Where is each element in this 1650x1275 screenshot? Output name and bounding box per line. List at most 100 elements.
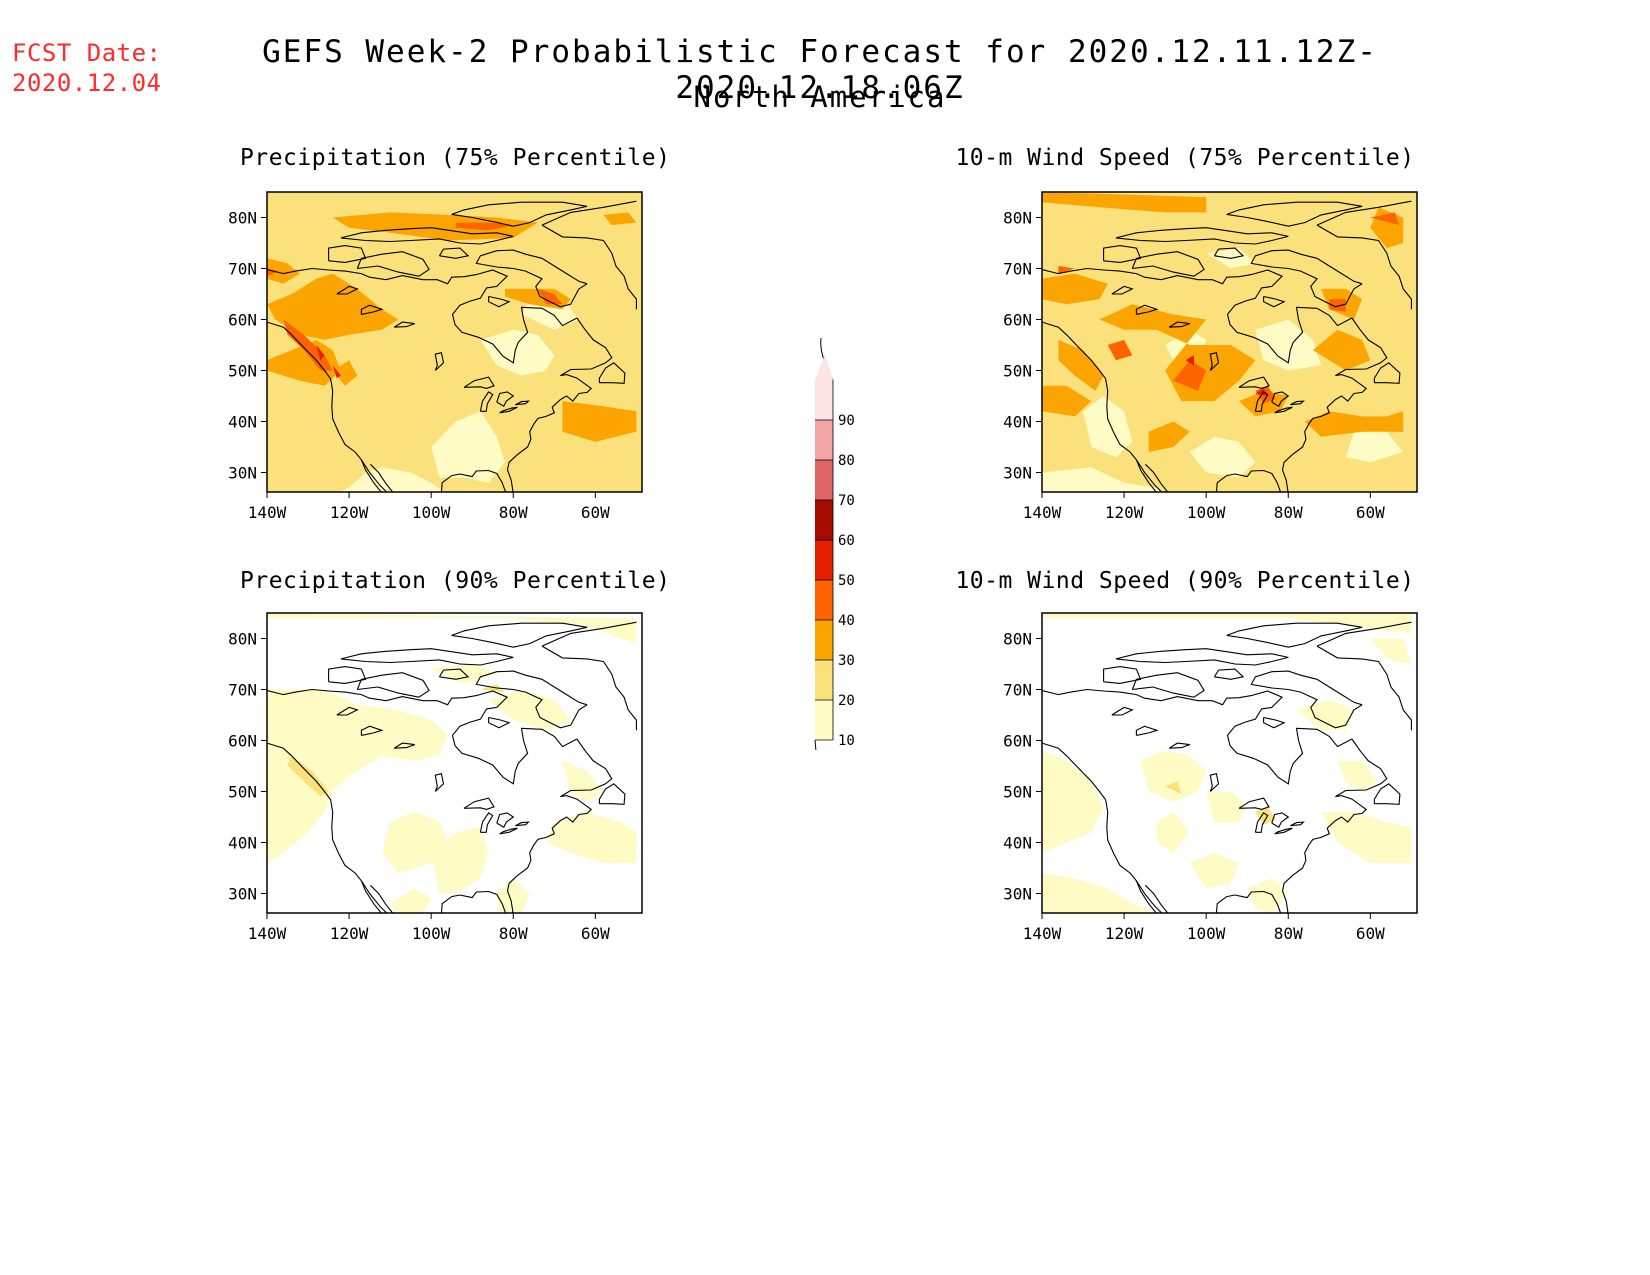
coastline [1131, 672, 1205, 698]
coastline [360, 304, 384, 315]
lat-tick-label: 40N [1003, 413, 1032, 432]
coastline [434, 352, 445, 371]
contour-area [1312, 329, 1371, 371]
lat-tick-label: 60N [1003, 732, 1032, 751]
contour-area [1247, 878, 1289, 913]
coastline [1115, 227, 1289, 245]
colorbar-label: 80 [838, 453, 855, 469]
coastline [1103, 245, 1142, 263]
contour-area [1058, 339, 1104, 391]
coastline [393, 321, 415, 328]
colorbar-label: 40 [838, 613, 855, 629]
contour-area [431, 411, 505, 483]
contour-area [1255, 319, 1322, 371]
coastline [1111, 285, 1134, 295]
coastline [1250, 670, 1363, 729]
coastline [499, 406, 518, 414]
lat-tick-label: 80N [228, 630, 257, 649]
coastline [1271, 391, 1290, 407]
contour-area [267, 339, 341, 386]
contour-area [1107, 339, 1133, 361]
lat-tick-label: 30N [228, 464, 257, 483]
coastline [1373, 783, 1401, 805]
lat-tick-label: 70N [228, 260, 257, 279]
contour-area [1042, 385, 1092, 417]
contour-area [1042, 192, 1207, 213]
lat-tick-label: 30N [1003, 464, 1032, 483]
coastline [1263, 716, 1286, 729]
coastline [1131, 251, 1205, 277]
contour-area [480, 684, 505, 693]
contour-area [488, 689, 571, 731]
colorbar-label: 70 [838, 493, 855, 509]
contour-area [287, 755, 329, 797]
lat-tick-label: 40N [228, 413, 257, 432]
coastline [1271, 812, 1290, 828]
colorbar-swatch [815, 460, 833, 500]
coastline [475, 670, 588, 729]
coastline [496, 391, 515, 407]
coastline [1316, 645, 1412, 731]
contour-area [1042, 273, 1108, 305]
lon-tick-label: 140W [1023, 503, 1062, 522]
coastline [1274, 406, 1293, 414]
coastline [356, 672, 430, 698]
coastline [1042, 321, 1163, 492]
coastline [1215, 738, 1388, 913]
contour-area [1304, 411, 1404, 437]
coastline [267, 688, 578, 785]
lon-tick-label: 100W [412, 503, 451, 522]
contour-area [267, 689, 448, 863]
coastline [496, 812, 515, 828]
panel-title-wind75: 10-m Wind Speed (75% Percentile) [955, 145, 1415, 171]
lat-tick-label: 50N [228, 362, 257, 381]
contour-area [1255, 806, 1276, 825]
contour-area [1083, 396, 1133, 458]
contour-area [537, 288, 563, 305]
colorbar-label: 30 [838, 653, 855, 669]
lon-tick-label: 60W [1356, 924, 1385, 943]
coastline [488, 716, 511, 729]
contour-area [267, 258, 300, 284]
coastlines [1042, 621, 1412, 913]
lon-tick-label: 120W [330, 924, 369, 943]
contour-area [562, 401, 637, 442]
coastline [1042, 742, 1163, 913]
coastline [1168, 742, 1190, 749]
coastline [1213, 668, 1245, 680]
probability-field [267, 192, 642, 492]
contour-area [1148, 421, 1190, 453]
contour-area [1370, 212, 1400, 226]
coastline [1145, 884, 1169, 913]
contour-area [431, 827, 489, 894]
colorbar-top-tri [815, 354, 833, 380]
coastline [1042, 267, 1353, 364]
contour-area [496, 878, 530, 913]
coastline [1168, 321, 1190, 328]
fcst-date-value: 2020.12.04 [12, 69, 162, 97]
contour-area [338, 467, 444, 492]
coastline [598, 783, 626, 805]
colorbar-cap-bottom [814, 739, 817, 750]
lat-tick-label: 40N [228, 834, 257, 853]
coastline [434, 773, 445, 792]
lat-tick-label: 30N [228, 885, 257, 904]
coastline [1111, 706, 1134, 716]
contour-area [1185, 355, 1194, 366]
contour-area [1189, 852, 1239, 889]
contour-area [1140, 750, 1207, 802]
coastline [340, 648, 514, 666]
map-frame [266, 191, 643, 493]
coastline [541, 200, 637, 226]
map-frame [266, 612, 643, 914]
contour-area [390, 888, 432, 913]
coastline [499, 827, 518, 835]
contour-area [603, 212, 637, 226]
colorbar-swatch [815, 540, 833, 580]
lon-tick-label: 100W [412, 924, 451, 943]
coastline [1316, 621, 1412, 647]
lon-tick-label: 120W [1105, 924, 1144, 943]
lon-tick-label: 100W [1187, 924, 1226, 943]
coastline [440, 738, 613, 913]
figure-subtitle: North America [693, 80, 947, 114]
